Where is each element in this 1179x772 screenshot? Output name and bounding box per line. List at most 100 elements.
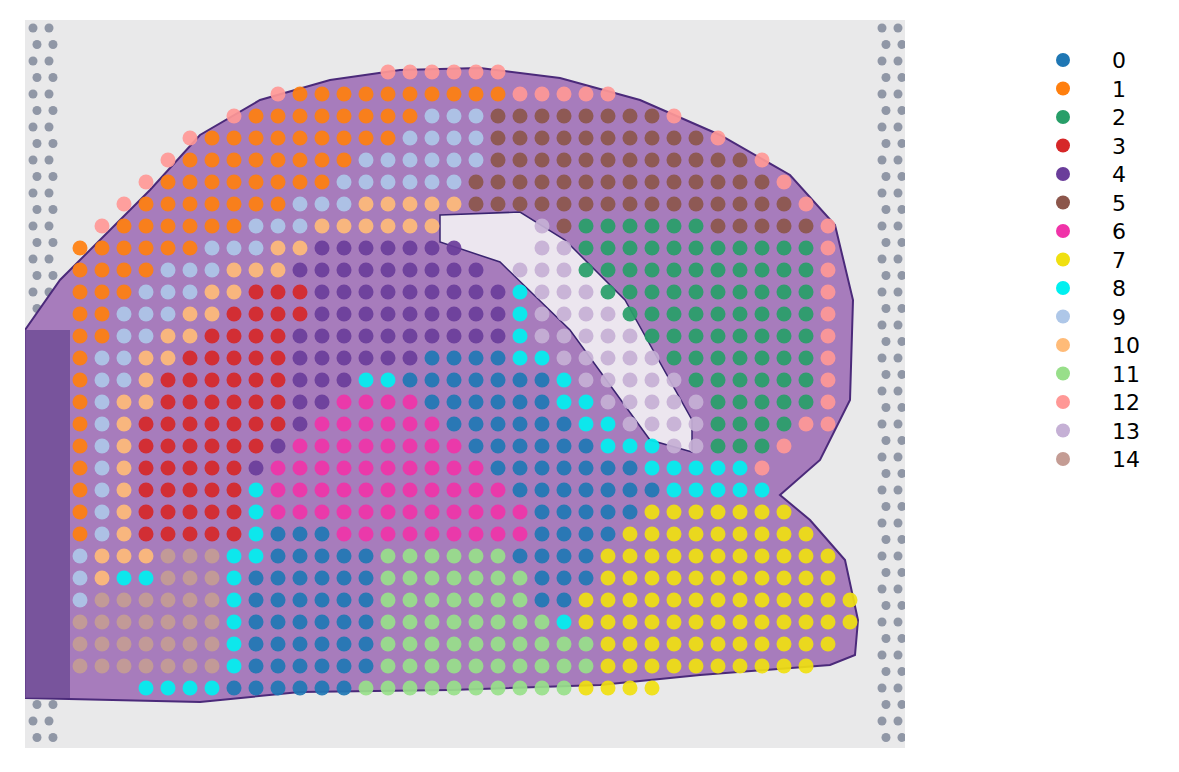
spot <box>249 681 264 696</box>
spot <box>579 241 594 256</box>
spot <box>139 175 154 190</box>
spot <box>381 615 396 630</box>
spot <box>535 373 550 388</box>
spot <box>425 131 440 146</box>
spot <box>183 417 198 432</box>
spot <box>359 615 374 630</box>
spot <box>205 329 220 344</box>
spot <box>95 593 110 608</box>
spot <box>469 505 484 520</box>
spot <box>205 153 220 168</box>
spot <box>359 659 374 674</box>
spot <box>579 659 594 674</box>
spot <box>447 461 462 476</box>
spot <box>425 307 440 322</box>
spot <box>183 505 198 520</box>
spot <box>205 659 220 674</box>
spot <box>183 307 198 322</box>
spot <box>271 483 286 498</box>
spot <box>469 615 484 630</box>
spot <box>799 307 814 322</box>
spot <box>73 329 88 344</box>
spot <box>513 109 528 124</box>
spot <box>271 87 286 102</box>
spot <box>205 593 220 608</box>
image-frame <box>25 20 905 748</box>
spot <box>227 571 242 586</box>
fiducial-dot <box>882 667 891 676</box>
spot <box>293 549 308 564</box>
spot <box>447 571 462 586</box>
spot <box>535 483 550 498</box>
spot <box>447 395 462 410</box>
spot <box>579 87 594 102</box>
spot <box>403 483 418 498</box>
legend-label: 6 <box>1112 219 1126 244</box>
spot <box>491 439 506 454</box>
fiducial-dot <box>898 271 906 280</box>
spot <box>491 285 506 300</box>
fiducial-dot <box>878 618 887 627</box>
spot <box>249 505 264 520</box>
spot <box>799 593 814 608</box>
spot <box>469 263 484 278</box>
fiducial-dot <box>898 73 906 82</box>
spot <box>667 307 682 322</box>
spot <box>359 637 374 652</box>
spot <box>557 153 572 168</box>
spot <box>447 307 462 322</box>
spot <box>513 593 528 608</box>
fiducial-dot <box>878 57 887 66</box>
spot <box>227 307 242 322</box>
spot <box>227 285 242 300</box>
spot <box>117 439 132 454</box>
legend-label: 10 <box>1112 333 1140 358</box>
spot <box>425 505 440 520</box>
spot <box>513 483 528 498</box>
spot <box>689 329 704 344</box>
spot <box>733 659 748 674</box>
spot <box>271 637 286 652</box>
spot <box>755 483 770 498</box>
spot <box>315 109 330 124</box>
spot <box>491 395 506 410</box>
spot <box>205 439 220 454</box>
spot <box>139 307 154 322</box>
spot <box>315 461 330 476</box>
fiducial-dot <box>882 139 891 148</box>
spot <box>359 351 374 366</box>
spot <box>601 505 616 520</box>
spot <box>205 461 220 476</box>
spot <box>645 615 660 630</box>
spot <box>667 659 682 674</box>
legend-label: 11 <box>1112 362 1140 387</box>
spot <box>645 153 660 168</box>
spot <box>271 571 286 586</box>
spot <box>777 395 792 410</box>
spot <box>337 241 352 256</box>
spot <box>667 417 682 432</box>
fiducial-dot <box>882 337 891 346</box>
spot <box>711 175 726 190</box>
spot <box>139 219 154 234</box>
spot <box>293 373 308 388</box>
spot <box>403 395 418 410</box>
spot <box>359 263 374 278</box>
fiducial-dot <box>894 57 903 66</box>
spot <box>381 285 396 300</box>
spot <box>821 593 836 608</box>
spot <box>623 109 638 124</box>
spot <box>139 571 154 586</box>
fiducial-dot <box>882 535 891 544</box>
spot <box>821 615 836 630</box>
spot <box>733 197 748 212</box>
spot <box>799 219 814 234</box>
fiducial-dot <box>29 255 38 264</box>
spot <box>711 593 726 608</box>
spot <box>95 571 110 586</box>
spot <box>755 219 770 234</box>
spot <box>403 109 418 124</box>
spot <box>205 549 220 564</box>
fiducial-dot <box>878 288 887 297</box>
spot <box>139 285 154 300</box>
